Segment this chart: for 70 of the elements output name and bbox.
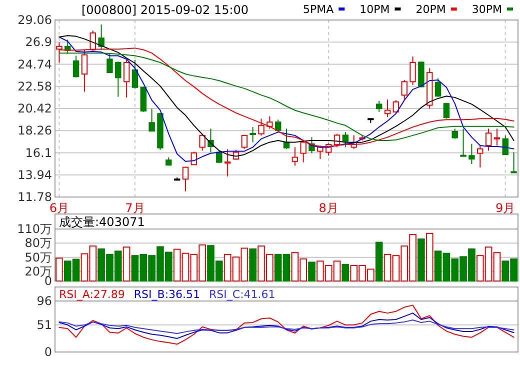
candlestick	[477, 144, 484, 168]
y-tick-label: 22.58	[18, 79, 52, 94]
y-tick-label: 0	[44, 345, 52, 359]
candlestick	[250, 126, 256, 143]
candlestick	[199, 133, 206, 152]
line-series	[58, 319, 514, 334]
y-tick-label: 13.94	[18, 168, 52, 182]
candlestick	[241, 134, 248, 150]
bar	[56, 258, 63, 282]
candlestick	[401, 80, 408, 100]
y-tick-label: 18.26	[18, 124, 52, 138]
candlestick	[140, 86, 146, 112]
candlestick	[468, 143, 475, 165]
x-tick-label: 6月	[49, 201, 70, 215]
candlestick	[502, 134, 508, 156]
line-series	[58, 312, 514, 339]
x-tick-label: 7月	[125, 201, 145, 215]
candlestick	[376, 100, 382, 112]
text: RSI_A:27.89	[59, 288, 125, 301]
candlestick	[392, 100, 400, 114]
candlestick	[443, 102, 450, 120]
annotation: 成交量:403071	[59, 215, 145, 229]
y-tick-label: 29.06	[18, 13, 52, 27]
candlestick	[115, 60, 122, 98]
bar	[122, 246, 130, 282]
candlestick	[292, 146, 298, 166]
legend-label: 10PM	[360, 3, 390, 16]
y-tick-label: 50万	[24, 250, 52, 264]
candlestick	[224, 148, 231, 177]
y-tick-label: 16.1	[25, 146, 52, 160]
y-tick-label: 80万	[24, 236, 52, 250]
bar	[418, 238, 425, 282]
candlestick	[123, 59, 130, 98]
legend-label: 30PM	[472, 3, 502, 16]
candlestick	[510, 152, 517, 174]
bar	[375, 242, 383, 282]
candlestick	[132, 59, 138, 89]
bar	[308, 262, 316, 282]
y-tick-label: 11.78	[18, 190, 52, 204]
candlestick	[72, 55, 80, 78]
y-tick-label: 96	[36, 294, 52, 308]
y-tick-label: 110万	[17, 222, 52, 236]
x-tick-label: 9月	[496, 201, 516, 215]
candlestick	[283, 128, 290, 150]
candlestick	[148, 108, 155, 132]
candlestick	[216, 150, 222, 164]
candlestick	[434, 78, 442, 98]
bar	[342, 264, 350, 282]
candlestick	[494, 128, 500, 146]
y-tick-label: 24.74	[18, 57, 52, 72]
candlestick	[342, 132, 349, 148]
legend-label: 5PMA	[302, 3, 334, 16]
candlestick	[258, 118, 264, 136]
candlestick	[266, 116, 273, 130]
candlestick	[485, 128, 492, 152]
text: RSI_B:36.51	[134, 288, 200, 301]
chart-title: [000800] 2015-09-02 15:00	[81, 3, 249, 17]
y-tick-label: 26.9	[25, 35, 52, 50]
bar	[249, 248, 256, 282]
candlestick	[384, 98, 391, 118]
text: RSI_C:41.61	[209, 288, 276, 301]
legend-label: 20PM	[416, 3, 446, 16]
candlestick	[410, 56, 416, 86]
candlestick	[182, 166, 189, 192]
bar	[426, 232, 434, 282]
y-tick-label: 20.42	[18, 102, 52, 116]
line-series	[58, 304, 514, 345]
candlestick	[98, 24, 104, 50]
x-tick-label: 8月	[318, 201, 338, 215]
y-tick-label: 51	[36, 318, 52, 332]
